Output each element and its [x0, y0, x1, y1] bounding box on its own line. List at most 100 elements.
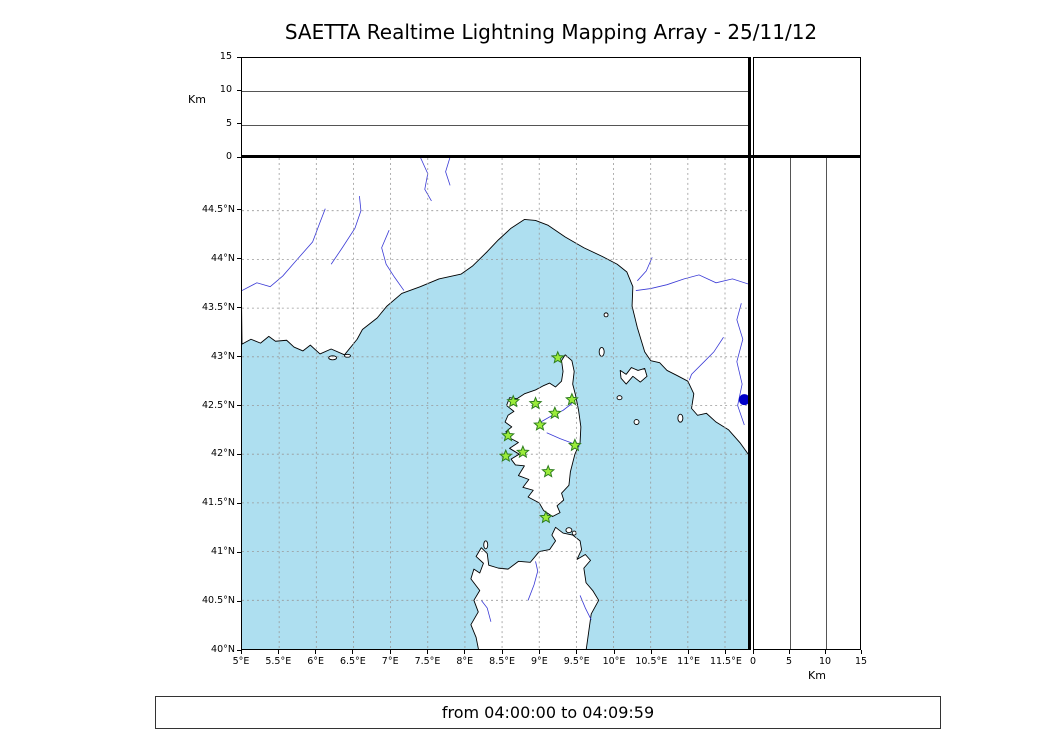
river: [381, 230, 405, 291]
altitude-histogram-panel: [753, 57, 861, 157]
axis-tickmark: [237, 89, 241, 91]
small-island: [603, 312, 609, 318]
landmass-group: [242, 158, 749, 649]
small-island: [571, 530, 577, 536]
river: [736, 303, 745, 426]
axis-tickmark: [277, 650, 279, 654]
latitude-tick-label: 43°N: [211, 350, 235, 362]
axis-tickmark: [237, 307, 241, 309]
km-tick-label: 10: [818, 656, 832, 667]
longitude-tick-label: 8.5°E: [489, 656, 516, 667]
small-island: [633, 419, 640, 425]
river: [242, 208, 326, 291]
river: [445, 158, 451, 186]
axis-tickmark: [237, 56, 241, 58]
altitude-gridline: [790, 158, 791, 649]
station-marker: [506, 394, 521, 408]
corsica-island: [504, 354, 582, 517]
latitude-tick-label: 41.5°N: [201, 497, 235, 509]
page-title: SAETTA Realtime Lightning Mapping Array …: [284, 20, 818, 44]
altitude-gridline: [826, 158, 827, 649]
km-axis-label: Km: [808, 669, 826, 682]
axis-tickmark: [240, 650, 242, 654]
axis-tickmark: [538, 650, 540, 654]
axis-tickmark: [389, 650, 391, 654]
station-marker: [528, 396, 543, 410]
event-dot: [738, 394, 749, 406]
longitude-tick-label: 9.5°E: [563, 656, 590, 667]
km-tick-label: 15: [854, 656, 868, 667]
plan-view-map-panel: [241, 157, 750, 650]
time-range-box: from 04:00:00 to 04:09:59: [155, 696, 941, 729]
altitude-gridline: [242, 124, 749, 126]
axis-tickmark: [237, 551, 241, 553]
axis-tickmark: [237, 258, 241, 260]
altitude-vs-latitude-panel: [753, 157, 861, 650]
longitude-tick-label: 10.5°E: [635, 656, 668, 667]
longitude-tick-label: 7°E: [381, 656, 399, 667]
station-marker: [515, 444, 530, 459]
longitude-tick-label: 11.5°E: [709, 656, 742, 667]
thick-divider-vertical: [748, 57, 751, 650]
axis-tickmark: [650, 650, 652, 654]
station-marker: [541, 464, 556, 478]
latitude-tick-label: 43.5°N: [201, 301, 235, 313]
latitude-tick-label: 44.5°N: [201, 203, 235, 215]
axis-tickmark: [860, 650, 862, 654]
river: [420, 158, 432, 202]
altitude-tick-label: 15: [219, 51, 232, 62]
axis-tickmark: [237, 600, 241, 602]
map-canvas: [242, 158, 749, 649]
station-marker: [567, 438, 582, 452]
station-marker: [501, 428, 515, 442]
small-island: [565, 527, 573, 534]
altitude-tick-label: 5: [225, 117, 232, 129]
axis-tickmark: [613, 650, 615, 654]
thick-divider-horizontal: [241, 155, 861, 158]
small-island: [328, 355, 338, 361]
altitude-vs-longitude-panel: [241, 57, 750, 157]
longitude-tick-label: 11°E: [677, 656, 701, 667]
small-island: [616, 395, 623, 401]
small-island: [344, 353, 351, 358]
river: [480, 600, 492, 622]
latitude-tick-label: 40.5°N: [201, 595, 235, 607]
longitude-tick-label: 5°E: [232, 656, 250, 667]
km-tick-label: 0: [749, 656, 757, 667]
small-island: [598, 346, 605, 357]
station-marker: [498, 448, 513, 463]
axis-tickmark: [788, 650, 790, 654]
altitude-tick-label: 10: [219, 84, 232, 96]
river: [527, 561, 539, 601]
latitude-tick-label: 42.5°N: [201, 399, 235, 411]
grid-group: [242, 158, 749, 649]
axis-tickmark: [237, 156, 241, 158]
axis-tickmark: [237, 356, 241, 358]
longitude-tick-label: 6°E: [307, 656, 324, 667]
small-island: [483, 540, 489, 550]
axis-tickmark: [427, 650, 428, 654]
axis-tickmark: [688, 650, 690, 654]
river: [635, 274, 749, 291]
axis-tickmark: [237, 453, 241, 455]
latitude-tick-label: 44°N: [211, 252, 235, 264]
longitude-tick-label: 6.5°E: [339, 656, 366, 667]
axis-tickmark: [752, 650, 754, 654]
axis-tickmark: [315, 650, 317, 654]
axis-tickmark: [237, 123, 241, 125]
axis-tickmark: [824, 650, 826, 654]
axis-tickmark: [501, 650, 503, 654]
mainland-coast: [242, 158, 749, 456]
axis-tickmark: [237, 502, 241, 504]
km-tick-label: 5: [785, 656, 793, 667]
longitude-tick-label: 5.5°E: [265, 656, 292, 667]
longitude-tick-label: 8°E: [456, 656, 474, 667]
altitude-tick-label: 0: [225, 151, 232, 162]
station-marker: [564, 392, 579, 406]
elba-island: [619, 367, 648, 385]
longitude-tick-label: 9°E: [530, 656, 548, 667]
river-group: [242, 158, 749, 622]
axis-tickmark: [725, 650, 727, 654]
station-marker: [532, 417, 547, 431]
station-group: [498, 350, 582, 524]
